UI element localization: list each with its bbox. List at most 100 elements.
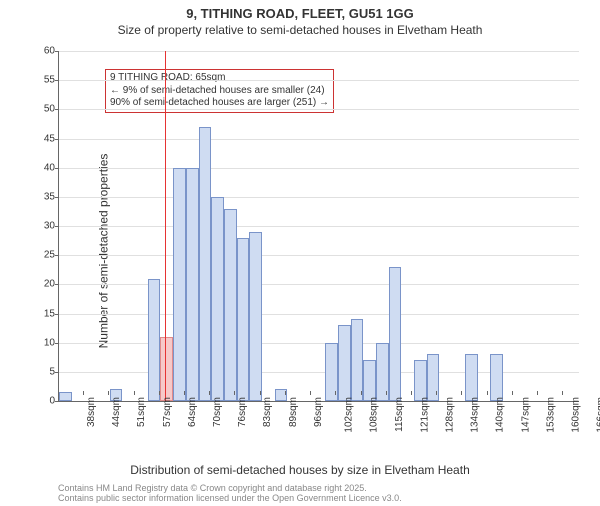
x-tick-label: 70sqm	[212, 397, 223, 427]
x-tick-mark	[436, 391, 437, 395]
annotation-box: 9 TITHING ROAD: 65sqm ← 9% of semi-detac…	[105, 69, 334, 113]
histogram-bar	[173, 168, 186, 401]
gridline-h	[59, 168, 579, 169]
x-tick-mark	[58, 391, 59, 395]
x-tick-label: 76sqm	[237, 397, 248, 427]
y-tick-mark	[55, 51, 59, 52]
gridline-h	[59, 80, 579, 81]
x-tick-label: 134sqm	[470, 397, 481, 433]
y-tick-label: 50	[29, 104, 55, 115]
x-tick-mark	[361, 391, 362, 395]
histogram-bar	[59, 392, 72, 401]
x-tick-mark	[461, 391, 462, 395]
gridline-h	[59, 284, 579, 285]
histogram-bar	[199, 127, 212, 401]
y-tick-label: 35	[29, 191, 55, 202]
annotation-line3: 90% of semi-detached houses are larger (…	[110, 97, 329, 110]
x-tick-label: 102sqm	[344, 397, 355, 433]
histogram-bar	[211, 197, 224, 401]
y-tick-label: 10	[29, 337, 55, 348]
x-tick-label: 121sqm	[419, 397, 430, 433]
annotation-line2: ← 9% of semi-detached houses are smaller…	[110, 85, 329, 98]
x-tick-label: 147sqm	[520, 397, 531, 433]
gridline-h	[59, 109, 579, 110]
y-tick-mark	[55, 139, 59, 140]
footer-line2: Contains public sector information licen…	[58, 493, 600, 503]
gridline-h	[59, 314, 579, 315]
y-tick-mark	[55, 284, 59, 285]
y-tick-mark	[55, 80, 59, 81]
histogram-bar	[490, 354, 503, 401]
x-tick-label: 140sqm	[495, 397, 506, 433]
x-tick-mark	[260, 391, 261, 395]
footer-line1: Contains HM Land Registry data © Crown c…	[58, 483, 600, 493]
y-tick-label: 5	[29, 366, 55, 377]
gridline-h	[59, 255, 579, 256]
y-tick-label: 0	[29, 396, 55, 407]
y-tick-label: 40	[29, 162, 55, 173]
chart-title: 9, TITHING ROAD, FLEET, GU51 1GG	[0, 6, 600, 21]
x-tick-mark	[537, 391, 538, 395]
histogram-bar	[186, 168, 199, 401]
y-tick-label: 60	[29, 46, 55, 57]
y-tick-mark	[55, 255, 59, 256]
y-tick-label: 45	[29, 133, 55, 144]
histogram-bar	[148, 279, 161, 402]
histogram-bar	[237, 238, 250, 401]
x-tick-mark	[83, 391, 84, 395]
x-tick-label: 51sqm	[136, 397, 147, 427]
histogram-bar	[249, 232, 262, 401]
y-tick-label: 15	[29, 308, 55, 319]
x-tick-label: 83sqm	[263, 397, 274, 427]
annotation-line1: 9 TITHING ROAD: 65sqm	[110, 72, 329, 85]
histogram-bar	[160, 337, 173, 401]
histogram-bar	[376, 343, 389, 401]
y-tick-mark	[55, 401, 59, 402]
x-tick-label: 108sqm	[369, 397, 380, 433]
x-tick-label: 160sqm	[571, 397, 582, 433]
chart-subtitle: Size of property relative to semi-detach…	[0, 23, 600, 37]
histogram-bar	[427, 354, 440, 401]
gridline-h	[59, 343, 579, 344]
x-tick-mark	[335, 391, 336, 395]
y-tick-mark	[55, 168, 59, 169]
x-tick-mark	[487, 391, 488, 395]
x-tick-label: 115sqm	[393, 397, 404, 432]
y-tick-label: 55	[29, 75, 55, 86]
gridline-h	[59, 51, 579, 52]
chart-container: Number of semi-detached properties 9 TIT…	[0, 41, 600, 461]
x-tick-mark	[512, 391, 513, 395]
x-tick-label: 64sqm	[187, 397, 198, 427]
x-tick-label: 96sqm	[313, 397, 324, 427]
histogram-bar	[389, 267, 402, 401]
x-tick-label: 89sqm	[288, 397, 299, 427]
y-tick-mark	[55, 372, 59, 373]
histogram-bar	[363, 360, 376, 401]
x-tick-mark	[209, 391, 210, 395]
histogram-bar	[414, 360, 427, 401]
x-tick-mark	[310, 391, 311, 395]
x-tick-mark	[234, 391, 235, 395]
histogram-bar	[224, 209, 237, 402]
histogram-bar	[465, 354, 478, 401]
x-tick-label: 57sqm	[162, 397, 173, 427]
x-tick-label: 166sqm	[596, 397, 600, 433]
y-tick-mark	[55, 109, 59, 110]
y-tick-mark	[55, 314, 59, 315]
y-tick-label: 20	[29, 279, 55, 290]
x-tick-mark	[411, 391, 412, 395]
x-tick-label: 38sqm	[86, 397, 97, 427]
y-tick-label: 25	[29, 250, 55, 261]
gridline-h	[59, 226, 579, 227]
marker-line	[165, 51, 166, 401]
x-tick-mark	[108, 391, 109, 395]
x-tick-label: 44sqm	[111, 397, 122, 427]
x-tick-mark	[134, 391, 135, 395]
x-tick-mark	[184, 391, 185, 395]
x-tick-mark	[159, 391, 160, 395]
y-tick-mark	[55, 226, 59, 227]
y-tick-label: 30	[29, 221, 55, 232]
plot-area: 9 TITHING ROAD: 65sqm ← 9% of semi-detac…	[58, 51, 579, 402]
histogram-bar	[338, 325, 351, 401]
x-tick-label: 153sqm	[545, 397, 556, 433]
